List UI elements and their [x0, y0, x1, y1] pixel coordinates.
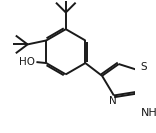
- Text: HO: HO: [20, 57, 35, 67]
- Text: S: S: [140, 62, 147, 72]
- Text: NH₂: NH₂: [141, 108, 156, 118]
- Text: N: N: [109, 96, 117, 106]
